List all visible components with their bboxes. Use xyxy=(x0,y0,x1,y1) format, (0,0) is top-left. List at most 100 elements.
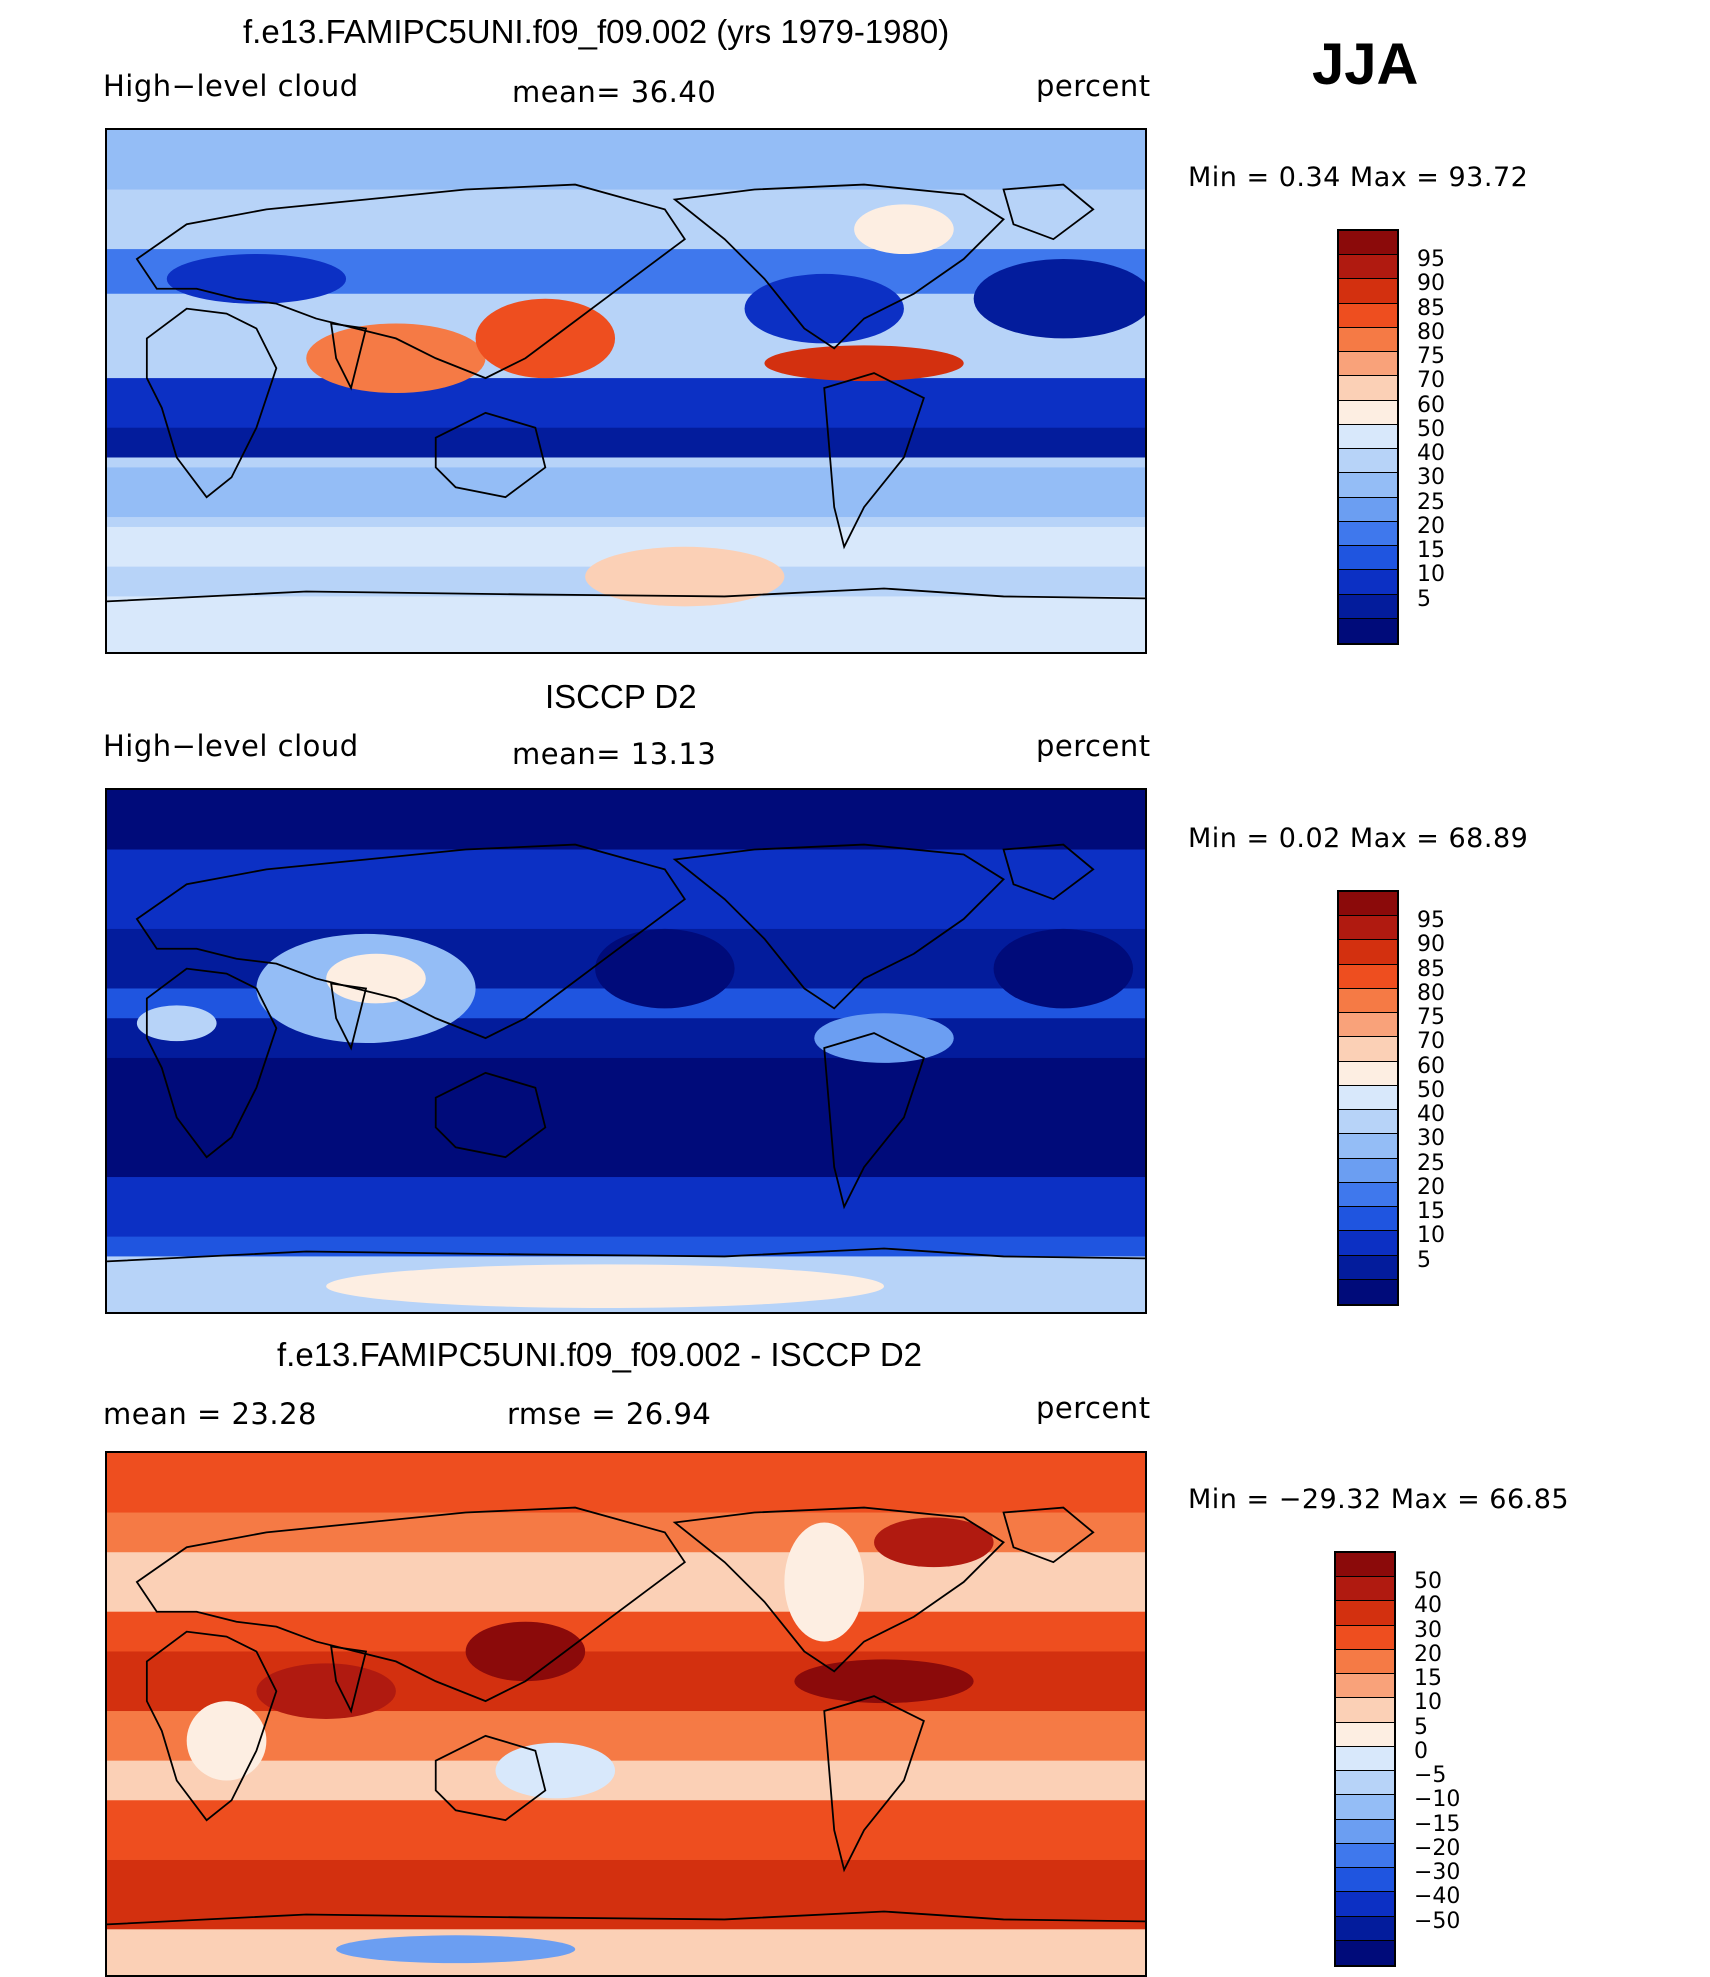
colorbar-swatch xyxy=(1336,1940,1394,1965)
contour-band xyxy=(107,1453,1145,1513)
colorbar-swatch xyxy=(1339,376,1397,401)
contour-region xyxy=(326,1264,885,1309)
contour-band xyxy=(107,1720,1145,1761)
colorbar-swatch xyxy=(1336,1892,1394,1917)
colorbar-tick-label: 95 xyxy=(1417,247,1445,273)
colorbar-swatch xyxy=(1339,1134,1397,1159)
colorbar-swatch xyxy=(1339,964,1397,989)
colorbar-swatch xyxy=(1339,1255,1397,1280)
colorbar-tick-label: 80 xyxy=(1417,980,1445,1006)
coastline xyxy=(1002,1506,1095,1564)
panel-2-units-label: percent xyxy=(1036,729,1151,763)
panel-2-colorbar xyxy=(1337,890,1399,1306)
colorbar-tick-label: 10 xyxy=(1417,562,1445,588)
panel-2-minmax: Min = 0.02 Max = 68.89 xyxy=(1188,823,1529,854)
colorbar-swatch xyxy=(1336,1916,1394,1941)
colorbar-swatch xyxy=(1336,1819,1394,1844)
colorbar-swatch xyxy=(1339,1279,1397,1304)
panel-1-minmax: Min = 0.34 Max = 93.72 xyxy=(1188,162,1529,193)
colorbar-swatch xyxy=(1339,231,1397,256)
coastline xyxy=(145,1630,278,1822)
contour-region xyxy=(166,254,347,304)
colorbar-swatch xyxy=(1339,546,1397,571)
contour-region xyxy=(306,323,486,393)
contour-region xyxy=(465,1621,586,1682)
contour-region xyxy=(595,928,735,1009)
colorbar-tick-label: 30 xyxy=(1417,1126,1445,1152)
panel-3-rmse-label: rmse = 26.94 xyxy=(507,1397,712,1431)
colorbar-tick-label: 0 xyxy=(1414,1738,1428,1764)
coastline xyxy=(672,1506,1005,1673)
contour-region xyxy=(186,1701,267,1781)
colorbar-tick-label: 40 xyxy=(1417,441,1445,467)
panel-2-map xyxy=(105,788,1147,1314)
colorbar-swatch xyxy=(1336,1698,1394,1723)
panel-3-title: f.e13.FAMIPC5UNI.f09_f09.002 - ISCCP D2 xyxy=(277,1336,923,1373)
colorbar-swatch xyxy=(1336,1722,1394,1747)
contour-region xyxy=(495,1742,616,1799)
contour-region xyxy=(784,1522,865,1642)
panel-1-title: f.e13.FAMIPC5UNI.f09_f09.002 (yrs 1979-1… xyxy=(243,13,950,50)
panel-3-minmax: Min = −29.32 Max = 66.85 xyxy=(1188,1484,1570,1515)
panel-2-title: ISCCP D2 xyxy=(545,678,697,715)
contour-region xyxy=(874,1517,994,1568)
colorbar-tick-label: 20 xyxy=(1417,513,1445,539)
colorbar-swatch xyxy=(1339,255,1397,280)
colorbar-tick-label: 15 xyxy=(1417,538,1445,564)
contour-band xyxy=(107,1611,1145,1652)
coastline xyxy=(823,1032,925,1210)
coastline xyxy=(434,411,547,499)
colorbar-swatch xyxy=(1339,1231,1397,1256)
colorbar-tick-label: −15 xyxy=(1414,1811,1461,1837)
colorbar-swatch xyxy=(1339,521,1397,547)
colorbar-tick-label: −5 xyxy=(1414,1763,1447,1789)
contour-band xyxy=(107,596,1145,652)
colorbar-tick-label: 30 xyxy=(1414,1617,1442,1643)
panel-1-colorbar xyxy=(1337,229,1399,645)
coastline xyxy=(330,322,368,391)
colorbar-swatch xyxy=(1336,1577,1394,1602)
contour-region xyxy=(326,953,426,1004)
colorbar-swatch xyxy=(1336,1674,1394,1699)
colorbar-tick-label: 25 xyxy=(1417,1150,1445,1176)
panel-1-map xyxy=(105,128,1147,654)
colorbar-tick-label: 75 xyxy=(1417,344,1445,370)
colorbar-tick-label: 85 xyxy=(1417,295,1445,321)
colorbar-tick-label: 60 xyxy=(1417,1053,1445,1079)
panel-3-units-label: percent xyxy=(1036,1391,1151,1425)
colorbar-tick-label: 85 xyxy=(1417,956,1445,982)
colorbar-tick-label: 90 xyxy=(1417,932,1445,958)
colorbar-swatch xyxy=(1339,1013,1397,1038)
coastline xyxy=(330,982,368,1051)
colorbar-swatch xyxy=(1336,1868,1394,1893)
coastline xyxy=(330,1645,368,1714)
coastline xyxy=(823,372,925,550)
contour-band xyxy=(107,130,1145,190)
colorbar-tick-label: 50 xyxy=(1414,1569,1442,1595)
colorbar-swatch xyxy=(1339,473,1397,498)
colorbar-tick-label: 50 xyxy=(1417,1077,1445,1103)
coastline xyxy=(145,307,278,499)
colorbar-tick-label: 20 xyxy=(1417,1174,1445,1200)
colorbar-swatch xyxy=(1339,1037,1397,1062)
colorbar-tick-label: 5 xyxy=(1414,1714,1428,1740)
colorbar-tick-label: 70 xyxy=(1417,1029,1445,1055)
season-label: JJA xyxy=(1312,32,1419,97)
colorbar-tick-label: 50 xyxy=(1417,416,1445,442)
contour-band xyxy=(107,849,1145,929)
colorbar-tick-label: 40 xyxy=(1417,1102,1445,1128)
contour-region xyxy=(854,204,954,255)
colorbar-swatch xyxy=(1336,1795,1394,1820)
contour-band xyxy=(107,1177,1145,1237)
contour-region xyxy=(136,1005,217,1042)
colorbar-swatch xyxy=(1339,303,1397,328)
coastline xyxy=(135,843,686,1040)
coastline xyxy=(823,1695,925,1873)
colorbar-swatch xyxy=(1339,570,1397,595)
colorbar-swatch xyxy=(1339,400,1397,425)
panel-1-mean-label: mean= 36.40 xyxy=(512,75,717,109)
colorbar-tick-label: 75 xyxy=(1417,1005,1445,1031)
panel-1-units-label: percent xyxy=(1036,69,1151,103)
colorbar-tick-label: 15 xyxy=(1414,1666,1442,1692)
colorbar-swatch xyxy=(1339,497,1397,522)
